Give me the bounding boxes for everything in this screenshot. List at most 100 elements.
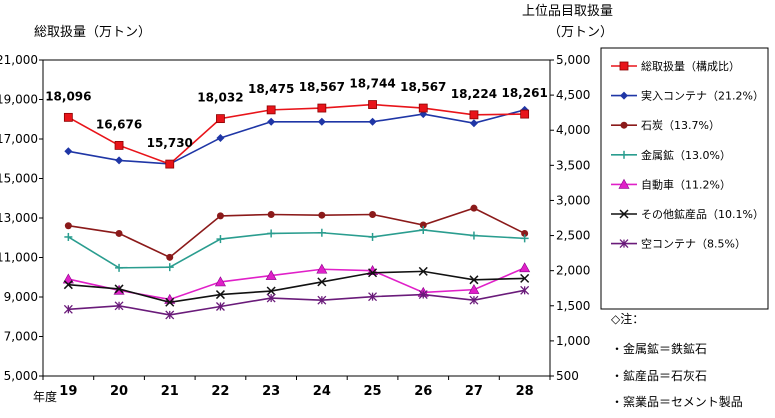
data-point-x [317, 277, 327, 287]
data-point-star [63, 304, 73, 314]
data-point-star [165, 310, 175, 320]
legend-marker-plus [620, 150, 628, 159]
data-point-x [215, 290, 225, 300]
data-point-plus [267, 229, 276, 238]
data-point-plus [115, 263, 124, 272]
legend-frame [600, 47, 769, 310]
data-label: 16,676 [96, 117, 142, 131]
x-axis-tick-label: 23 [262, 384, 280, 399]
right-axis-tick-label: 2,000 [556, 264, 590, 278]
data-label: 18,032 [197, 91, 243, 105]
right-axis-tick-label: 3,000 [556, 193, 590, 207]
data-point-star [469, 295, 479, 305]
left-axis-tick-label: 13,000 [0, 211, 38, 225]
data-point-diamond [216, 133, 225, 142]
data-point-circle [166, 253, 174, 261]
legend-marker-square [619, 61, 629, 71]
legend-label: 金属鉱（13.0%） [641, 148, 731, 162]
data-point-plus [317, 228, 326, 237]
data-point-triangle [214, 276, 226, 287]
data-point-circle [267, 210, 275, 218]
notes-header: ◇注： [611, 311, 644, 326]
data-point-circle [470, 204, 478, 212]
x-axis-tick-label: 26 [414, 384, 432, 399]
data-point-diamond [64, 147, 73, 156]
left-axis-tick-label: 17,000 [0, 132, 38, 146]
data-point-x [418, 266, 428, 276]
x-axis-title: 年度 [33, 389, 57, 404]
data-point-plus [165, 263, 174, 272]
data-point-square [418, 103, 428, 113]
data-point-triangle [316, 263, 328, 274]
right-axis-tick-label: 3,500 [556, 158, 590, 172]
data-point-x [114, 284, 124, 294]
data-point-square [165, 159, 175, 169]
data-point-diamond [115, 156, 124, 165]
x-axis-tick-label: 27 [465, 384, 483, 399]
legend-marker-triangle [618, 178, 630, 189]
data-point-plus [469, 231, 478, 240]
right-axis-tick-label: 1,500 [556, 299, 590, 313]
data-point-star [418, 290, 428, 300]
series-line [68, 289, 525, 316]
data-label: 18,261 [501, 86, 547, 100]
data-point-star [317, 295, 327, 305]
data-point-square [317, 103, 327, 113]
data-point-plus [419, 225, 428, 234]
total-series-line [67, 103, 525, 165]
data-point-square [216, 114, 225, 124]
notes: ◇注： ・金属鉱＝鉄鉱石 ・鉱産品＝石灰石 ・窯業品＝セメント製品 [611, 311, 743, 409]
data-point-diamond [267, 117, 276, 126]
note-item: ・窯業品＝セメント製品 [611, 394, 743, 409]
data-point-x [165, 297, 175, 307]
x-axis-tick-label: 24 [313, 384, 331, 399]
plot-area: 5,000 7,000 9,000 11,000 13,000 15,000 17,000 1… [0, 53, 590, 399]
legend-label: 石炭（13.7%） [641, 119, 720, 132]
data-label: 18,096 [45, 89, 91, 103]
right-axis-tick-label: 2,500 [556, 229, 590, 243]
data-point-star [215, 302, 225, 311]
data-point-diamond [469, 119, 478, 128]
data-label: 15,730 [147, 136, 193, 150]
right-axis-title-line1: 上位品目取扱量 [522, 4, 613, 19]
legend-marker-diamond [620, 91, 628, 100]
data-point-star [266, 293, 276, 303]
data-point-plus [368, 232, 377, 241]
x-axis-tick-label: 28 [516, 384, 534, 399]
x-axis-tick-label: 19 [59, 384, 77, 399]
x-axis-tick-label: 21 [161, 384, 179, 399]
data-point-plus [520, 234, 529, 243]
data-point-triangle [468, 284, 480, 294]
series-line [68, 109, 525, 165]
right-axis-tick-label: 4,000 [556, 123, 590, 137]
data-point-x [266, 286, 276, 296]
legend-marker-circle [620, 121, 628, 129]
data-point-x [63, 280, 73, 290]
data-label: 18,744 [349, 77, 395, 91]
data-point-square [368, 100, 377, 109]
left-axis-tick-label: 9,000 [4, 290, 38, 304]
data-point-plus [64, 232, 73, 241]
note-item: ・金属鉱＝鉄鉱石 [611, 341, 707, 356]
legend-label: 空コンテナ（8.5%） [641, 237, 746, 251]
legend-marker-x [619, 209, 629, 219]
data-point-star [520, 285, 530, 295]
x-axis-tick-label: 25 [364, 384, 382, 399]
data-point-diamond [317, 117, 326, 126]
x-axis-tick-label: 22 [211, 384, 229, 399]
data-point-plus [216, 235, 225, 244]
x-axis-tick-label: 20 [110, 384, 128, 399]
series-line [67, 229, 525, 269]
data-point-square [114, 140, 124, 150]
data-point-circle [521, 229, 529, 237]
left-axis-tick-label: 11,000 [0, 251, 38, 265]
note-item: ・鉱産品＝石灰石 [611, 368, 707, 383]
data-point-triangle [62, 273, 74, 284]
series-line [68, 270, 525, 304]
data-point-x [520, 273, 530, 283]
data-point-square [469, 110, 479, 120]
right-axis-tick-label: 4,500 [556, 88, 590, 102]
data-point-circle [64, 222, 72, 230]
data-point-circle [419, 221, 427, 229]
